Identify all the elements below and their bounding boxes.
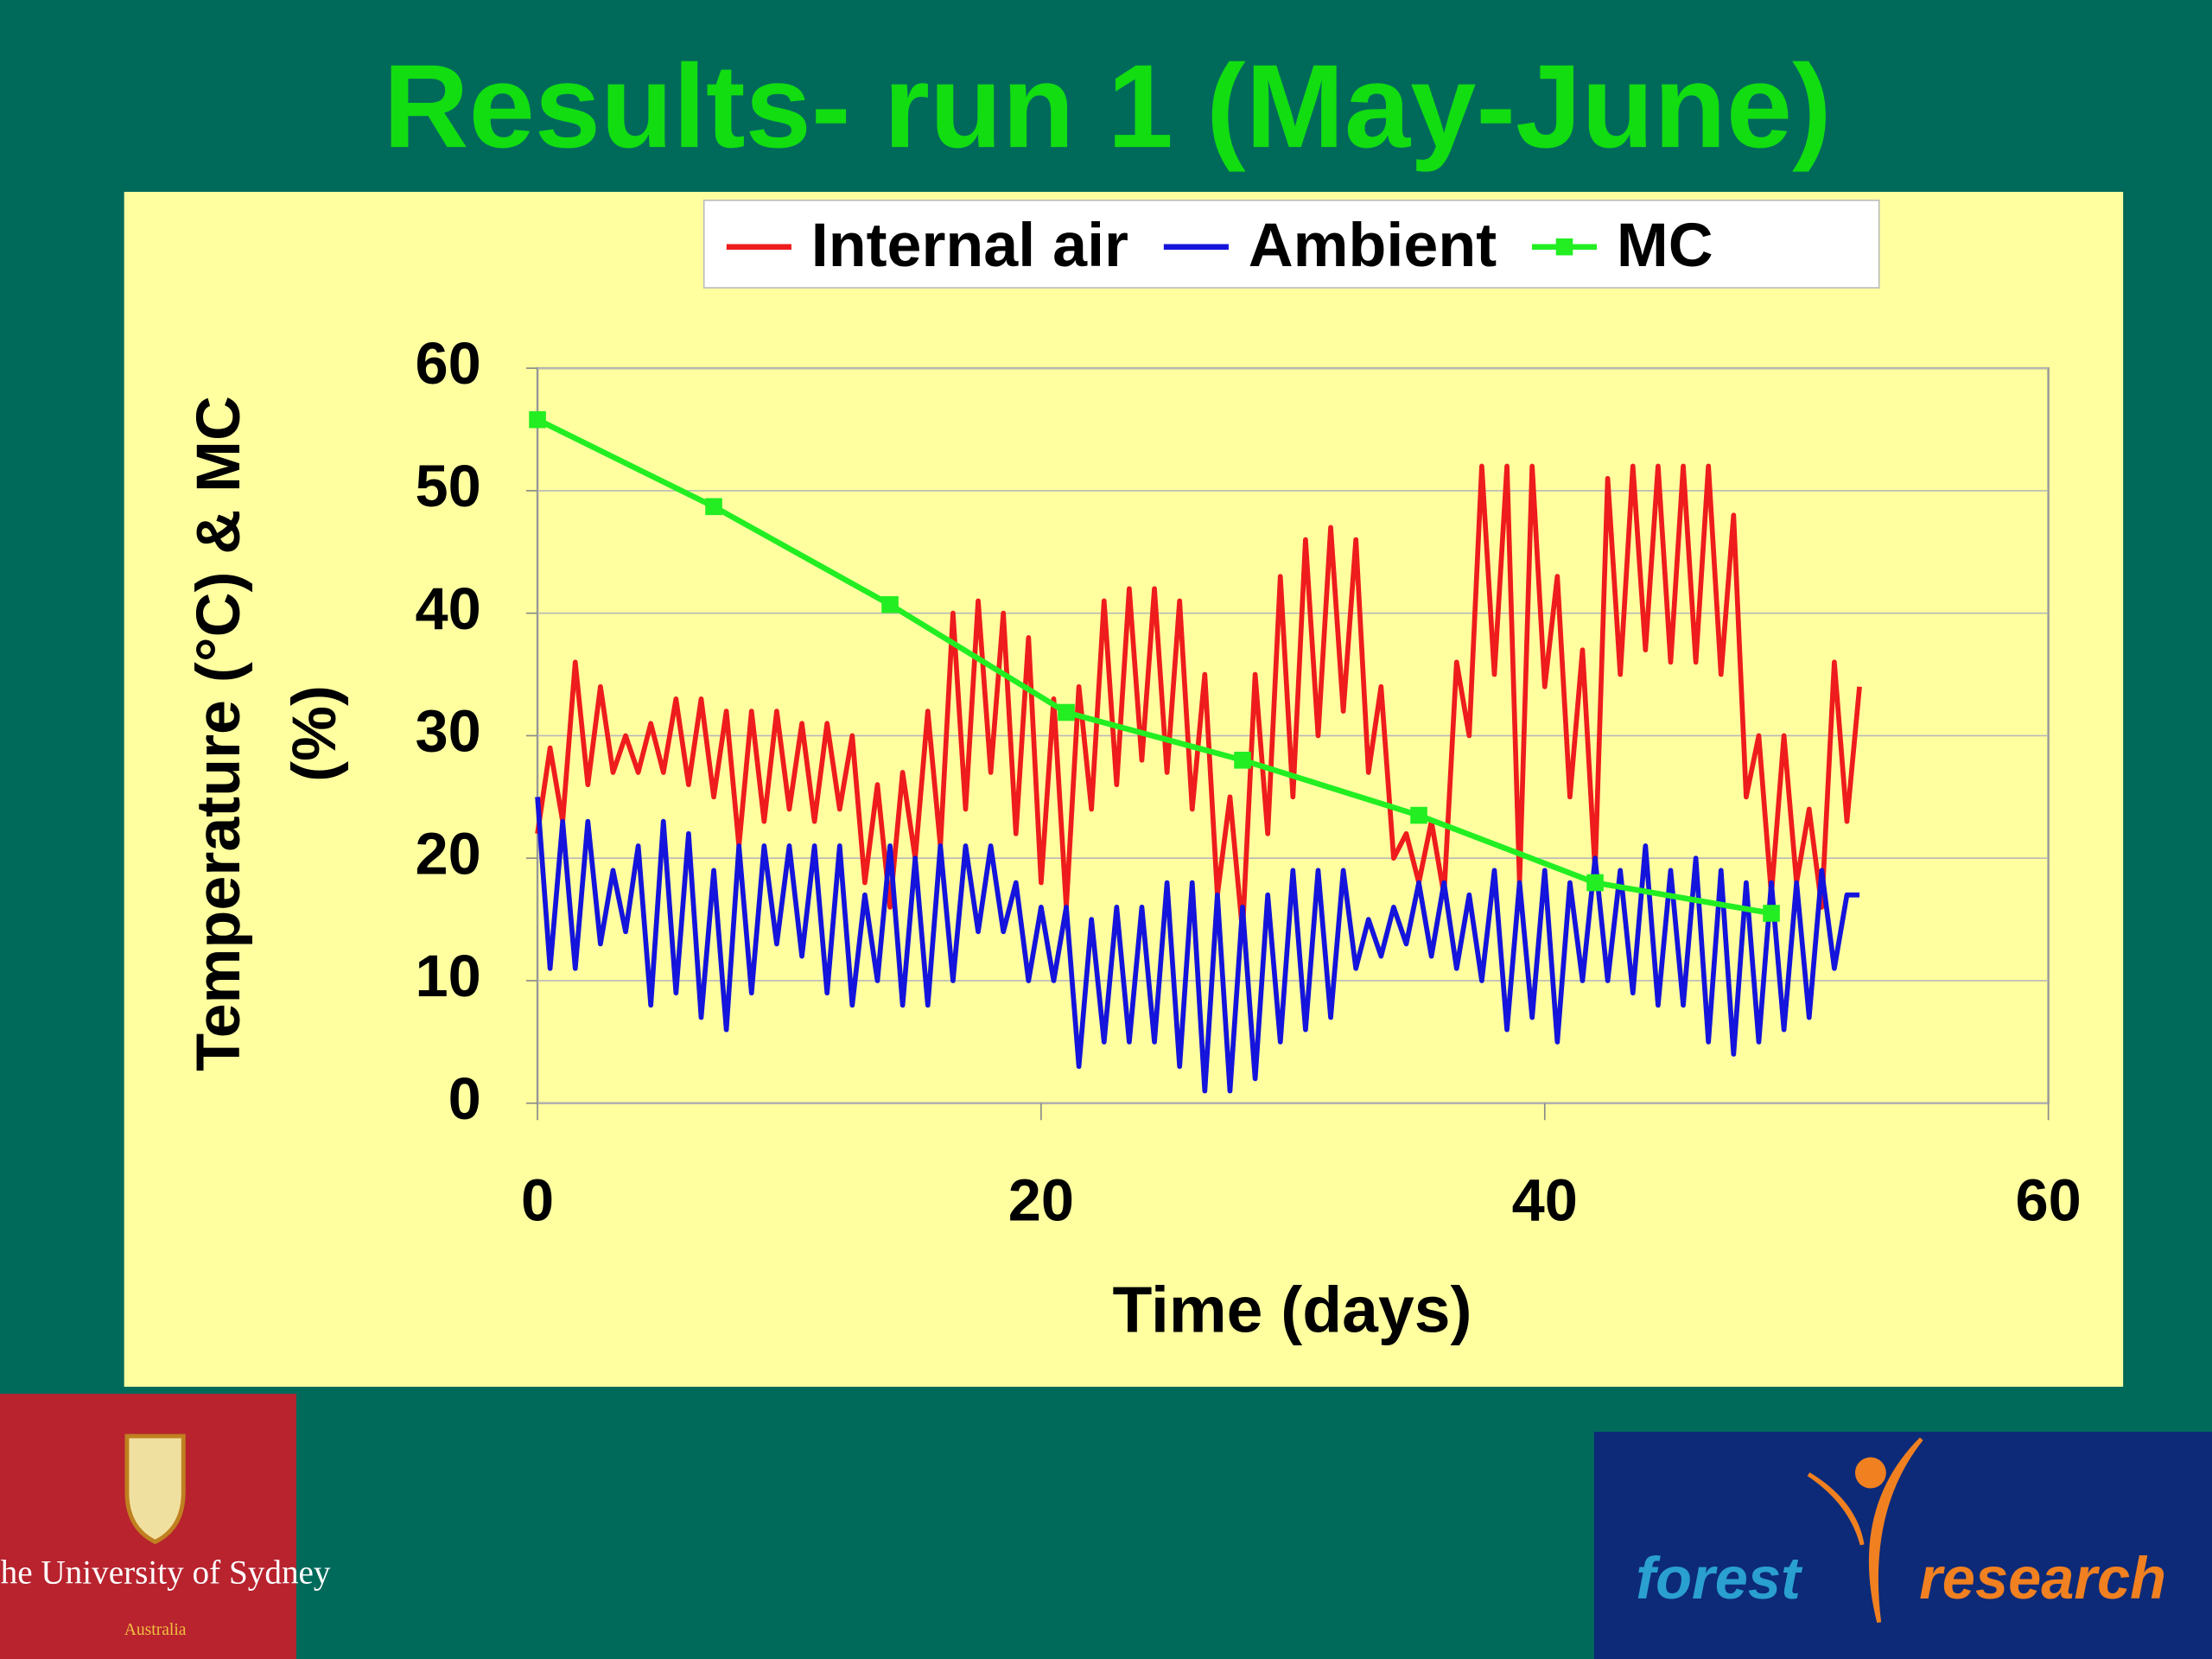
series-line: [536, 416, 1772, 917]
logo-text: research: [1919, 1545, 2166, 1611]
y-tick-label: 20: [415, 820, 480, 887]
y-tick-label: 60: [415, 330, 480, 397]
marker: [705, 498, 722, 516]
marker: [1410, 806, 1427, 824]
legend: Internal air Ambient MC: [726, 211, 1713, 280]
series-line: [535, 463, 1862, 935]
y-tick-label: 10: [415, 943, 480, 1009]
crest: [124, 1433, 186, 1545]
marker: [881, 595, 899, 613]
y-axis-label: Temperature (°C) & MC (%): [184, 396, 349, 1071]
marker: [529, 410, 546, 429]
x-tick-label: 0: [521, 1166, 554, 1233]
legend-label: Ambient: [1249, 211, 1497, 280]
logo-text: Australia: [124, 1621, 187, 1639]
y-tick-label: 50: [415, 453, 480, 519]
y-tick-label: 40: [415, 575, 480, 642]
marker: [1234, 751, 1251, 769]
x-axis-label: Time (days): [1113, 1273, 1472, 1345]
y-tick-label: 30: [415, 698, 480, 765]
marker: [1763, 905, 1780, 922]
x-tick-label: 60: [2015, 1166, 2081, 1233]
logo-text: forest: [1636, 1545, 1803, 1611]
logo-text: The University of Sydney: [0, 1554, 331, 1592]
legend-box: [702, 200, 1880, 289]
marker: [1586, 874, 1604, 892]
legend-marker: [1555, 238, 1573, 256]
y-tick-label: 0: [448, 1065, 481, 1132]
y-axis-label-line: (%): [280, 685, 349, 782]
x-tick-label: 20: [1008, 1166, 1074, 1233]
slide-title: Results- run 1 (May-June): [384, 41, 1832, 173]
legend-label: Internal air: [811, 211, 1128, 280]
y-axis-label-line: Temperature (°C) & MC: [184, 396, 253, 1071]
legend-label: MC: [1617, 211, 1713, 280]
logo-figure: [1807, 1437, 1923, 1624]
x-tick-label: 40: [1512, 1166, 1578, 1233]
marker: [1058, 703, 1075, 721]
logo-figure: [1854, 1457, 1886, 1489]
series-line: [535, 797, 1860, 1094]
